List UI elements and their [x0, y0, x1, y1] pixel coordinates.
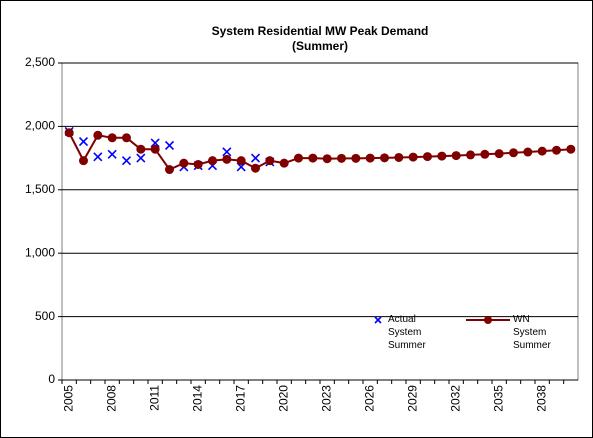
point [552, 145, 561, 155]
point [451, 151, 461, 161]
point [380, 153, 389, 163]
point [107, 149, 117, 159]
point [365, 153, 375, 163]
point [480, 149, 490, 159]
x-tick-label: 2008 [104, 385, 118, 412]
legend-label: Actual System Summer [388, 314, 426, 351]
y-tick-label: 0 [48, 372, 55, 386]
y-tick-label: 1,500 [25, 182, 55, 196]
x-tick-label: 2038 [534, 385, 548, 412]
point [93, 130, 103, 140]
point [79, 156, 88, 166]
point [294, 153, 303, 163]
point [236, 162, 246, 172]
legend-label: WN System Summer [513, 314, 551, 351]
x-tick-label: 2014 [190, 385, 204, 412]
point [308, 153, 318, 163]
point [250, 153, 261, 163]
point [93, 152, 103, 162]
point [394, 152, 404, 162]
chart-subtitle: (Summer) [292, 39, 348, 53]
x-tick-label: 2029 [405, 385, 419, 412]
point [164, 140, 175, 150]
x-tick-label: 2005 [61, 385, 75, 412]
chart-title: System Residential MW Peak Demand [212, 24, 429, 38]
x-tick-label: 2017 [233, 385, 247, 412]
y-tick-label: 2,500 [25, 55, 55, 69]
point [150, 138, 160, 148]
point [537, 146, 547, 156]
point [322, 154, 332, 164]
x-tick-label: 2035 [491, 385, 505, 412]
point [437, 151, 447, 161]
point [208, 156, 217, 166]
point [78, 137, 89, 147]
point [523, 147, 533, 157]
point [222, 154, 232, 164]
legend-symbol [374, 316, 382, 324]
point [222, 147, 232, 157]
point [121, 156, 132, 166]
point [337, 153, 346, 163]
y-tick-label: 2,000 [25, 119, 55, 133]
point [494, 149, 504, 159]
x-tick-label: 2026 [362, 385, 376, 412]
point [236, 156, 246, 166]
point [466, 150, 475, 160]
point [122, 133, 131, 143]
point [64, 128, 74, 138]
point [251, 163, 260, 173]
point [265, 156, 275, 166]
point [150, 144, 160, 154]
point [408, 152, 418, 162]
point [107, 133, 117, 143]
point [423, 152, 432, 162]
point [193, 159, 203, 169]
point [165, 165, 174, 175]
legend-symbol [484, 316, 492, 324]
point [351, 153, 361, 163]
point [136, 144, 146, 154]
x-tick-label: 2023 [319, 385, 333, 412]
y-tick-label: 500 [35, 309, 55, 323]
point [179, 158, 189, 168]
point [509, 148, 518, 158]
x-tick-label: 2011 [147, 385, 161, 411]
x-tick-label: 2020 [276, 385, 290, 412]
x-tick-label: 2032 [448, 385, 462, 412]
y-tick-label: 1,000 [25, 245, 55, 259]
point [566, 144, 576, 154]
point [279, 158, 289, 168]
point [136, 153, 146, 163]
